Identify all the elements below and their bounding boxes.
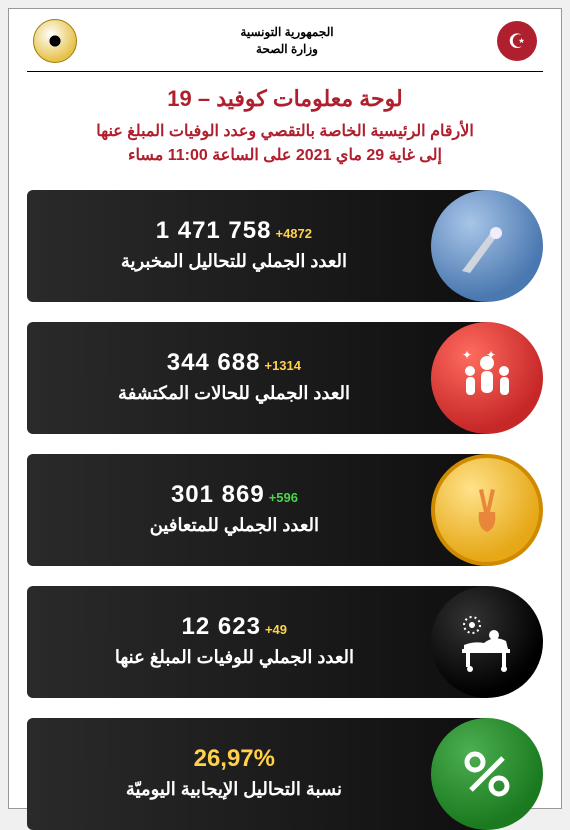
stat-label: العدد الجملي للتحاليل المخبرية	[121, 249, 347, 274]
stat-value: 301 869	[170, 481, 264, 509]
ministry-name: وزارة الصحة	[240, 41, 333, 58]
swab-icon	[431, 190, 543, 302]
stat-delta: +1314	[265, 358, 302, 373]
country-name: الجمهورية التونسية	[240, 24, 333, 41]
stat-card-deaths: 12 623 +49 العدد الجملي للوفيات المبلغ ع…	[27, 586, 543, 698]
subtitle-line1: الأرقام الرئيسية الخاصة بالتقصي وعدد الو…	[27, 120, 543, 144]
deaths-icon	[431, 586, 543, 698]
svg-text:✦: ✦	[486, 348, 496, 362]
card-body: 344 688 +1314 العدد الجملي للحالات المكت…	[27, 322, 487, 434]
emblem-crescent-icon: ☪	[497, 21, 537, 61]
victory-icon	[431, 454, 543, 566]
stat-card-positivity: 26,97% نسبة التحاليل الإيجابية اليوميّة	[27, 718, 543, 830]
page-subtitle: الأرقام الرئيسية الخاصة بالتقصي وعدد الو…	[27, 120, 543, 168]
value-row: 301 869 +596	[170, 481, 297, 509]
value-row: 1 471 758 +4872	[156, 217, 312, 245]
card-body: 26,97% نسبة التحاليل الإيجابية اليوميّة	[27, 718, 487, 830]
dashboard-sheet: ☪ الجمهورية التونسية وزارة الصحة لوحة مع…	[8, 8, 562, 809]
stat-value: 1 471 758	[156, 217, 272, 245]
stat-delta: +49	[265, 622, 287, 637]
card-body: 12 623 +49 العدد الجملي للوفيات المبلغ ع…	[27, 586, 487, 698]
stat-label: العدد الجملي للمتعافين	[149, 513, 318, 538]
stat-card-cases: ✦ ✦ 344 688 +1314 العدد الجملي للحالات ا…	[27, 322, 543, 434]
card-body: 1 471 758 +4872 العدد الجملي للتحاليل ال…	[27, 190, 487, 302]
stat-delta: +4872	[276, 226, 313, 241]
page-title: لوحة معلومات كوفيد – 19	[27, 86, 543, 112]
header: ☪ الجمهورية التونسية وزارة الصحة	[27, 19, 543, 72]
svg-text:✦: ✦	[462, 348, 472, 362]
stat-card-recovered: 301 869 +596 العدد الجملي للمتعافين	[27, 454, 543, 566]
value-row: 12 623 +49	[181, 613, 286, 641]
stat-delta: +596	[268, 490, 297, 505]
stat-percent: 26,97%	[193, 745, 274, 773]
percent-icon	[431, 718, 543, 830]
value-row: 344 688 +1314	[167, 349, 301, 377]
stat-label: العدد الجملي للحالات المكتشفة	[118, 381, 350, 406]
stat-value: 12 623	[181, 613, 260, 641]
stat-label: العدد الجملي للوفيات المبلغ عنها	[114, 645, 353, 670]
stat-card-tests: 1 471 758 +4872 العدد الجملي للتحاليل ال…	[27, 190, 543, 302]
emblem-coat-icon	[33, 19, 77, 63]
cards-container: 1 471 758 +4872 العدد الجملي للتحاليل ال…	[27, 190, 543, 830]
stat-value: 344 688	[167, 349, 261, 377]
header-text: الجمهورية التونسية وزارة الصحة	[240, 24, 333, 58]
stat-label: نسبة التحاليل الإيجابية اليوميّة	[126, 777, 342, 802]
people-icon: ✦ ✦	[431, 322, 543, 434]
card-body: 301 869 +596 العدد الجملي للمتعافين	[27, 454, 487, 566]
subtitle-line2: إلى غاية 29 ماي 2021 على الساعة 11:00 مس…	[27, 144, 543, 168]
